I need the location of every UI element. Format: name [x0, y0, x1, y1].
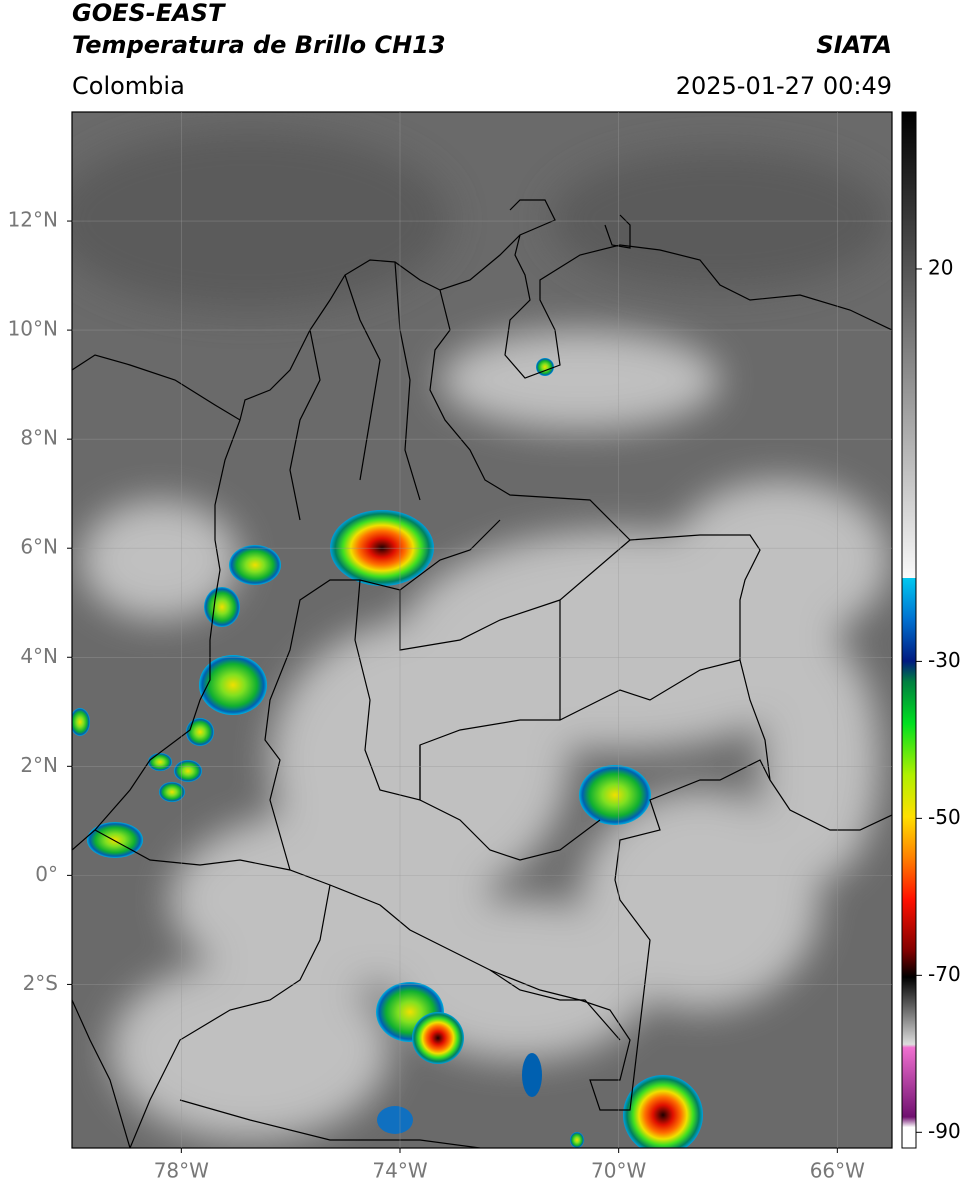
x-tick-label: 66°W [810, 1159, 865, 1183]
y-tick-label: 8°N [20, 426, 58, 450]
y-tick-label: 12°N [8, 208, 58, 232]
map-image [72, 112, 892, 1148]
y-tick-label: 0° [35, 862, 58, 886]
colorbar-tick-label: -70 [928, 962, 961, 986]
subtitle: Temperatura de Brillo CH13 [72, 31, 446, 59]
y-tick-label: 10°N [8, 317, 58, 341]
colorbar-tick-label: -50 [928, 805, 961, 829]
datetime: 2025-01-27 00:49 [676, 72, 892, 100]
y-tick-label: 2°S [23, 971, 58, 995]
map-frame [71, 111, 893, 1149]
x-tick-label: 74°W [372, 1159, 427, 1183]
colorbar-tick-label: 20 [928, 255, 953, 279]
region: Colombia [72, 72, 185, 100]
source: SIATA [816, 31, 892, 59]
colorbar [901, 111, 917, 1149]
x-tick-label: 70°W [591, 1159, 646, 1183]
borders [72, 199, 892, 1148]
y-tick-label: 6°N [20, 535, 58, 559]
x-tick-label: 78°W [154, 1159, 209, 1183]
colorbar-tick-label: -30 [928, 648, 961, 672]
y-tick-label: 4°N [20, 644, 58, 668]
colorbar-tick-label: -90 [928, 1119, 961, 1143]
title: GOES-EAST [72, 0, 226, 27]
y-tick-label: 2°N [20, 753, 58, 777]
